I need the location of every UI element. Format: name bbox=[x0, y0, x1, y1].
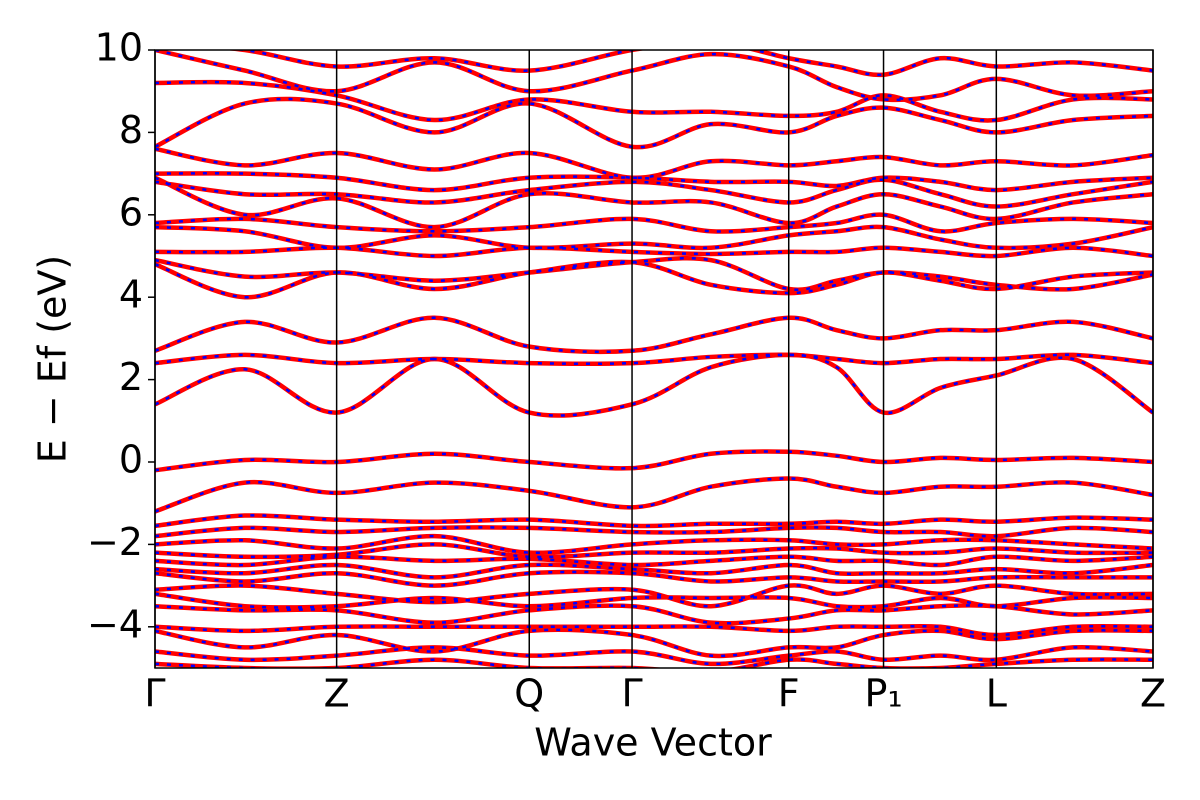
band-line bbox=[155, 96, 1153, 150]
y-tick-label: −2 bbox=[87, 520, 143, 564]
band-line bbox=[155, 50, 1153, 103]
band-line bbox=[155, 224, 1153, 251]
bands bbox=[155, 50, 1153, 668]
x-tick-label: Q bbox=[514, 672, 544, 716]
band-line bbox=[155, 657, 1153, 668]
band-line bbox=[155, 513, 1153, 529]
band-line bbox=[155, 569, 1153, 588]
x-tick-label: Z bbox=[1140, 672, 1166, 716]
band-line bbox=[225, 50, 1153, 78]
band-line bbox=[155, 525, 1153, 539]
y-tick-label: 8 bbox=[119, 108, 143, 152]
x-tick-label: Z bbox=[324, 672, 350, 716]
band-line bbox=[155, 603, 1153, 626]
band-line bbox=[155, 97, 1153, 149]
y-tick-label: 6 bbox=[119, 190, 143, 234]
band-line bbox=[155, 477, 1153, 513]
y-axis-label: E − Ef (eV) bbox=[31, 255, 75, 464]
band-line bbox=[155, 315, 1153, 355]
band-line bbox=[155, 147, 1153, 179]
band-line bbox=[155, 176, 1153, 229]
band-line bbox=[155, 623, 1153, 638]
y-tick-label: −4 bbox=[87, 602, 143, 646]
y-tick-label: 10 bbox=[95, 26, 143, 70]
x-tick-label: F bbox=[778, 672, 800, 716]
band-line bbox=[155, 50, 1153, 102]
y-tick-label: 2 bbox=[119, 355, 143, 399]
band-line bbox=[155, 353, 1153, 417]
y-tick-label: 4 bbox=[119, 273, 143, 317]
band-line bbox=[234, 50, 1153, 77]
plot-frame bbox=[154, 49, 1154, 669]
y-tick-label: 0 bbox=[119, 438, 143, 482]
band-line bbox=[155, 255, 1153, 292]
x-tick-label: P₁ bbox=[864, 672, 902, 716]
band-line bbox=[155, 476, 1153, 514]
band-line bbox=[155, 352, 1153, 367]
x-axis-label: Wave Vector bbox=[534, 721, 772, 765]
x-tick-label: Γ bbox=[621, 672, 642, 716]
band-line bbox=[155, 628, 1153, 658]
x-tick-label: L bbox=[986, 672, 1007, 716]
x-tick-label: Γ bbox=[144, 672, 165, 716]
band-line bbox=[155, 554, 1153, 568]
